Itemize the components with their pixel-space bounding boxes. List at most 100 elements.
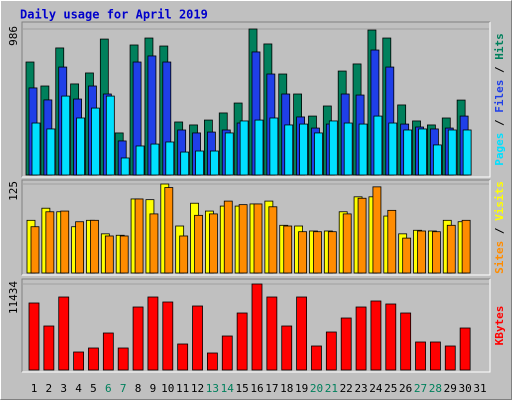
bar (299, 123, 309, 176)
x-tick-label: 13 (206, 382, 219, 395)
panel-bevel-light (22, 279, 491, 373)
bar (385, 303, 397, 371)
bar (370, 300, 382, 371)
bar (355, 306, 367, 371)
bar (432, 144, 442, 176)
bar (284, 124, 294, 176)
bar (372, 186, 382, 274)
bar (444, 345, 456, 371)
bar (418, 128, 427, 176)
x-tick-label: 17 (265, 382, 278, 395)
legend-separator: / (493, 60, 506, 80)
bar (135, 145, 145, 176)
x-tick-label: 14 (221, 382, 235, 395)
bar (28, 302, 40, 371)
legend-entry: Visits (493, 181, 506, 221)
x-tick-label: 9 (150, 382, 157, 395)
x-tick-label: 18 (280, 382, 293, 395)
bar (298, 231, 308, 274)
legend-separator: / (493, 221, 506, 241)
bar (88, 347, 99, 371)
bar (209, 150, 219, 176)
legend: Sites / Visits (493, 181, 506, 274)
bar (224, 132, 234, 176)
bar (102, 332, 114, 371)
bar (58, 296, 70, 371)
bar (73, 351, 84, 371)
bar (76, 117, 85, 176)
bar (325, 331, 337, 371)
bar (266, 296, 278, 371)
bar (192, 305, 203, 371)
bar (132, 306, 144, 371)
x-tick-label: 23 (354, 382, 367, 395)
x-tick-label: 31 (473, 382, 486, 395)
bar (313, 231, 322, 274)
legend-entry: KBytes (493, 306, 506, 346)
bar (254, 119, 264, 176)
bar (120, 157, 130, 176)
bar (447, 129, 457, 176)
panel-bevel-light (22, 180, 491, 276)
bar (431, 231, 441, 274)
x-tick-label: 7 (120, 382, 127, 395)
panel-bevel-dark (21, 278, 490, 372)
x-tick-label: 4 (75, 382, 82, 395)
bar (357, 197, 367, 274)
bar (281, 325, 293, 371)
legend: Pages / Files / Hits (493, 33, 506, 166)
bar (238, 204, 248, 274)
bar (180, 151, 190, 176)
x-tick-label: 1 (31, 382, 38, 395)
bar (400, 312, 412, 371)
legend: KBytes (493, 306, 506, 346)
x-tick-label: 12 (191, 382, 204, 395)
bar (165, 141, 175, 176)
bar (269, 117, 279, 176)
x-tick-label: 28 (429, 382, 442, 395)
bar (179, 235, 189, 274)
bar (446, 224, 456, 274)
bar (417, 230, 426, 274)
legend-entry: Files (493, 80, 506, 113)
bar (239, 120, 249, 176)
bar (251, 283, 263, 371)
bar (195, 150, 204, 176)
y-tick-label: 11434 (7, 281, 20, 314)
bar (206, 352, 218, 371)
panel-bevel-dark (21, 179, 490, 275)
x-tick-label: 29 (444, 382, 457, 395)
bar (149, 213, 159, 274)
bar (268, 206, 278, 274)
y-tick-label: 986 (7, 26, 20, 46)
x-tick-label: 26 (399, 382, 412, 395)
x-tick-label: 11 (176, 382, 189, 395)
x-tick-label: 5 (90, 382, 97, 395)
bar (253, 203, 263, 274)
bar (459, 327, 471, 371)
bar (296, 296, 308, 371)
bar (61, 95, 71, 176)
bar (403, 129, 413, 176)
x-tick-label: 20 (310, 382, 323, 395)
x-tick-label: 8 (135, 382, 142, 395)
x-tick-label: 15 (236, 382, 249, 395)
x-tick-label: 27 (414, 382, 427, 395)
legend-entry: Pages (493, 133, 506, 166)
bar (461, 219, 471, 274)
x-tick-label: 24 (369, 382, 383, 395)
bar (43, 325, 55, 371)
bar (358, 123, 368, 176)
bar (340, 317, 352, 371)
bar (373, 115, 383, 176)
bar (328, 120, 338, 176)
bar (46, 128, 56, 176)
bar (342, 213, 352, 274)
bar (311, 345, 322, 371)
bar (147, 296, 159, 371)
x-tick-label: 16 (250, 382, 263, 395)
bar (104, 235, 114, 274)
bar (236, 312, 248, 371)
